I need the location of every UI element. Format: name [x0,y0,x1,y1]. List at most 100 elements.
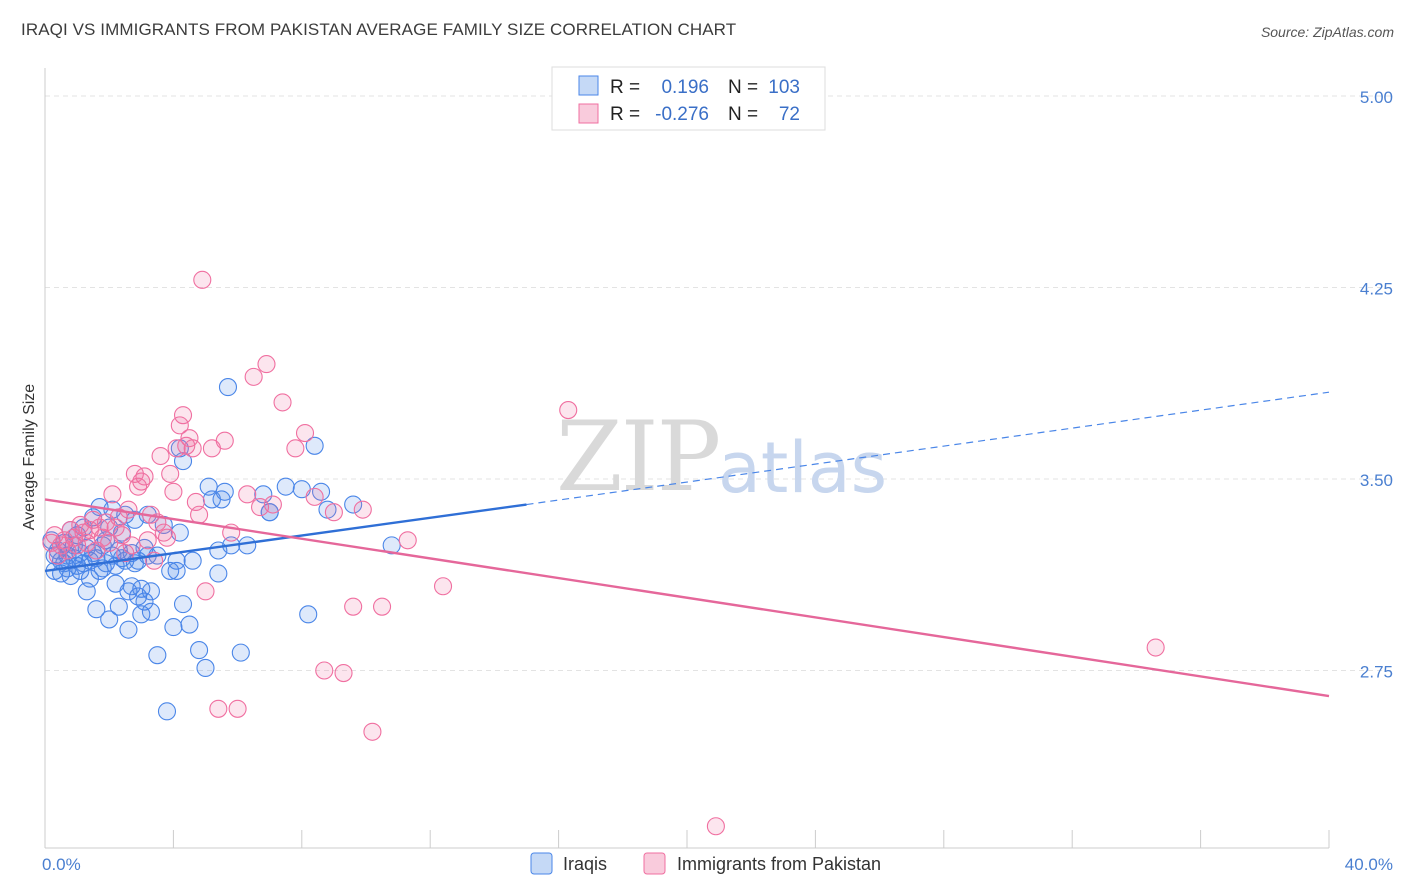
iraqis-point-23 [80,569,99,588]
iraqis-point-94 [305,436,324,455]
pakistan-point-60 [286,439,305,458]
axes [44,68,1330,849]
iraqis-trend-extension [526,391,1330,506]
legend-label-pakistan: Immigrants from Pakistan [677,854,881,874]
iraqis-point-84 [218,378,238,397]
watermark-zip: ZIP [556,401,719,513]
iraqis-point-91 [276,477,295,496]
y-tick-labels: 2.75 3.50 4.25 5.00 [1360,88,1393,682]
pakistan-point-48 [196,582,215,601]
iraqis-point-77 [196,658,215,677]
pakistan-point-64 [324,503,343,522]
pakistan-point-58 [263,495,282,514]
y-tick-label-2: 4.25 [1360,280,1393,299]
pakistan-point-63 [315,661,334,680]
pakistan-point-23 [116,543,135,563]
pakistan-trend-line [44,498,1330,698]
stats-r-label-iraqis: R = [610,77,640,98]
x-tick-label-1: 40.0% [1345,855,1393,874]
pakistan-point-73 [706,817,725,836]
pakistan-point-54 [238,485,257,504]
legend-swatch-pakistan [643,852,666,875]
iraqis-point-65 [157,702,177,721]
pakistan-point-37 [161,464,180,483]
iraqis-point-75 [183,551,202,570]
pakistan-point-35 [154,523,173,542]
iraqis-point-34 [100,610,119,629]
pakistan-point-40 [170,416,189,435]
pakistan-point-29 [135,467,154,486]
iraqis-point-87 [238,536,257,555]
chart-title: IRAQI VS IMMIGRANTS FROM PAKISTAN AVERAG… [21,20,737,39]
pakistan-point-70 [398,531,417,550]
pakistan-point-69 [372,597,392,616]
iraqis-point-83 [215,482,234,501]
pakistan-point-41 [173,406,193,425]
pakistan-point-47 [193,270,212,289]
iraqis-point-60 [141,602,160,621]
pakistan-point-55 [244,367,263,386]
pakistan-point-59 [273,393,292,412]
y-tick-label-3: 5.00 [1360,88,1393,107]
iraqis-point-46 [119,620,138,639]
stats-n-value-pakistan: 72 [779,104,800,125]
watermark: ZIP atlas [556,401,887,513]
iraqis-point-40 [109,597,128,616]
series-legend: Iraqis Immigrants from Pakistan [530,852,881,875]
pakistan-point-27 [129,477,148,496]
stats-swatch-pakistan [578,103,599,124]
trend-lines [44,391,1330,698]
pakistan-point-62 [305,487,324,506]
pakistan-point-28 [132,472,151,491]
pakistan-point-1 [45,526,64,545]
stats-r-value-pakistan: -0.276 [655,104,709,125]
iraqis-point-57 [135,592,154,611]
iraqis-point-24 [84,543,103,563]
iraqis-point-93 [299,605,318,624]
iraqis-point-66 [161,561,180,580]
pakistan-point-21 [109,508,128,527]
stats-r-value-iraqis: 0.196 [661,77,709,98]
pakistan-point-74 [1146,638,1165,657]
iraqis-point-97 [344,495,363,514]
iraqis-point-81 [209,564,228,583]
stats-n-label-pakistan: N = [728,104,758,125]
iraqis-point-74 [180,615,199,634]
pakistan-point-36 [157,528,177,547]
pakistan-point-30 [138,531,157,550]
iraqis-point-67 [164,618,183,637]
stats-swatch-iraqis [578,75,599,96]
x-tick-labels: 0.0% 40.0% [42,855,1393,874]
iraqis-point-61 [141,582,160,601]
iraqis-point-76 [190,641,209,660]
y-tick-label-1: 3.50 [1360,471,1393,490]
iraqis-point-86 [231,643,250,662]
pakistan-point-68 [363,722,382,741]
pakistan-point-61 [295,423,315,443]
y-axis-title: Average Family Size [21,384,38,531]
pakistan-point-46 [190,505,209,524]
pakistan-point-66 [344,597,363,616]
pakistan-point-53 [228,699,247,718]
pakistan-point-20 [106,518,125,537]
x-tick-label-0: 0.0% [42,855,81,874]
pakistan-point-24 [119,500,138,519]
pakistan-point-19 [103,485,122,504]
stats-legend: R = 0.196 N = 103 R = -0.276 N = 72 [551,66,826,131]
pakistan-point-71 [433,577,453,596]
series-pakistan-points [42,270,1165,836]
iraqis-trend-line [44,503,527,573]
iraqis-point-27 [87,600,106,619]
stats-n-label-iraqis: N = [728,77,758,98]
legend-label-iraqis: Iraqis [563,854,607,874]
legend-swatch-iraqis [530,852,553,875]
pakistan-point-65 [334,664,353,683]
iraqis-point-63 [148,646,167,665]
pakistan-point-25 [122,536,141,555]
pakistan-point-43 [180,429,199,448]
pakistan-point-51 [215,431,234,450]
pakistan-point-2 [48,546,67,565]
iraqis-point-69 [167,561,186,580]
pakistan-point-34 [151,446,170,466]
